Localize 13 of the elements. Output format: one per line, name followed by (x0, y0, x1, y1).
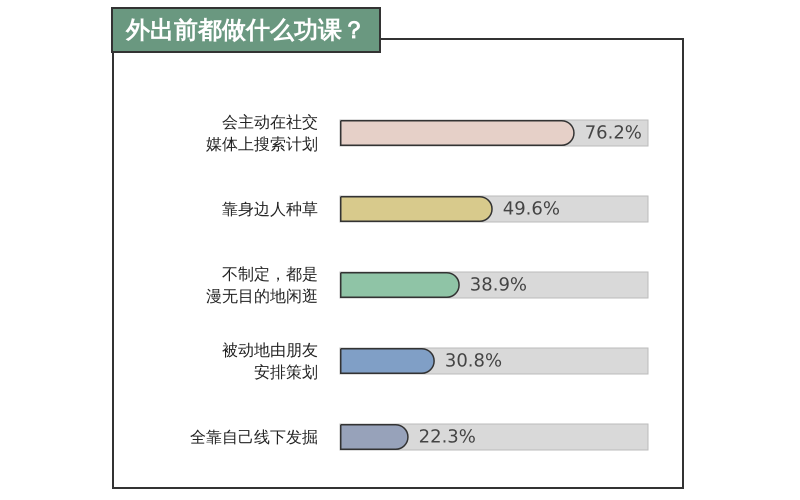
data-label: 49.6% (502, 198, 560, 220)
y-tick-label: 会主动在社交媒体上搜索计划 (206, 112, 318, 154)
data-label: 76.2% (584, 122, 642, 144)
data-label: 38.9% (470, 274, 527, 296)
data-label: 22.3% (418, 426, 476, 448)
bar (340, 348, 435, 374)
y-tick-label: 靠身边人种草 (222, 200, 318, 218)
bar (340, 424, 409, 450)
y-tick-label: 全靠自己线下发掘 (190, 428, 318, 446)
chart-title: 外出前都做什么功课？ (125, 16, 366, 44)
y-tick-label: 被动地由朋友安排策划 (222, 340, 318, 382)
data-label: 30.8% (444, 350, 502, 372)
y-tick-label: 不制定，都是漫无目的地闲逛 (206, 264, 318, 306)
